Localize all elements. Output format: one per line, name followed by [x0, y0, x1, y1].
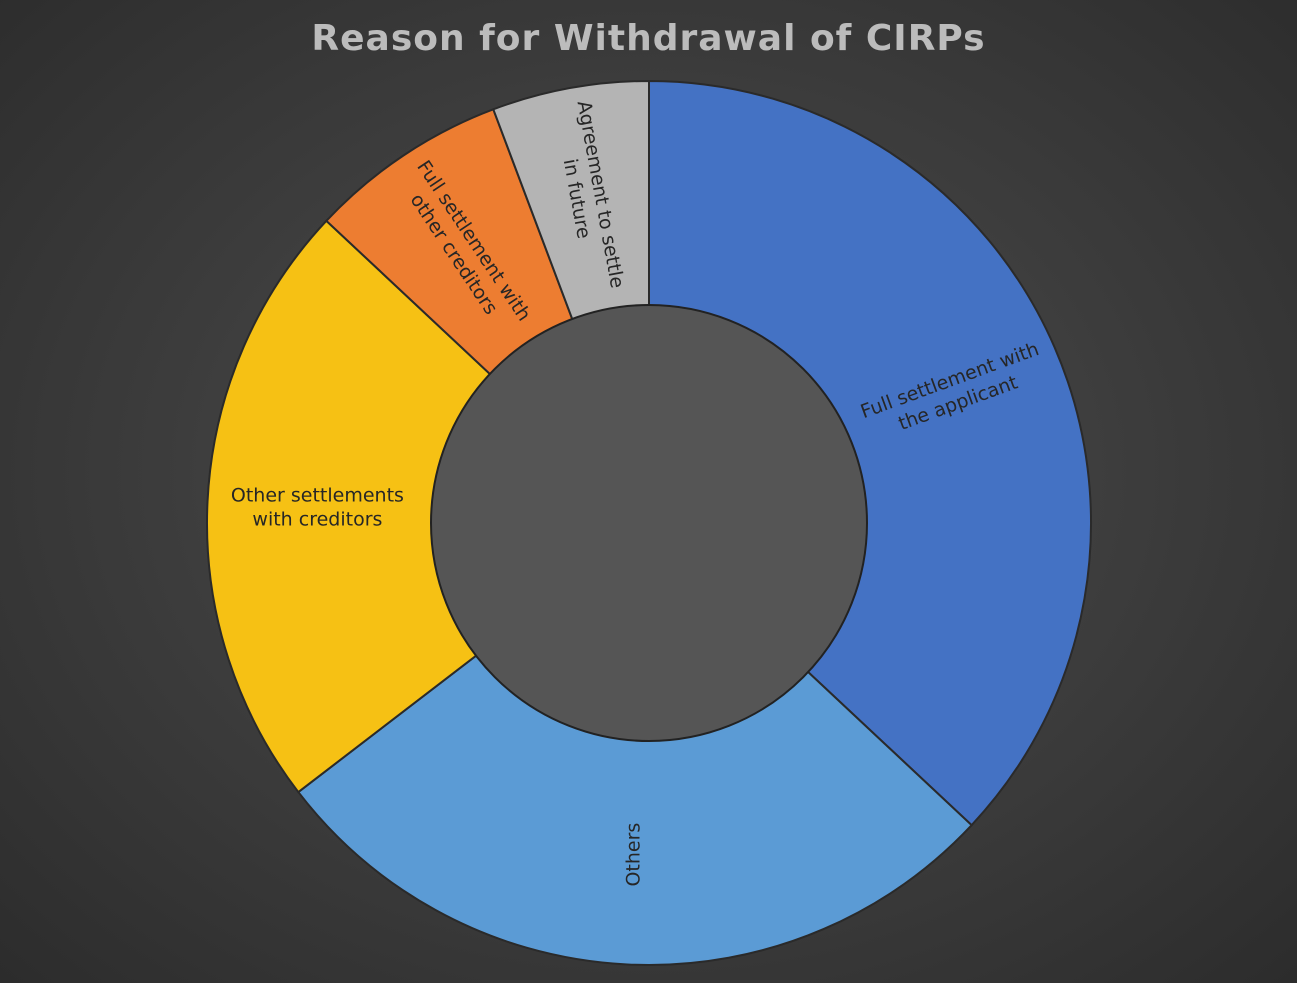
slice-others — [296, 521, 974, 966]
slice-label-other-settlements-with-creditors: Other settlements with creditors — [231, 485, 404, 531]
slice-label-others: Others — [623, 823, 645, 887]
chart-title: Reason for Withdrawal of CIRPs — [311, 18, 986, 59]
donut-hole — [430, 304, 868, 742]
slice-full-settlement-with-the-applicant — [648, 79, 1092, 827]
slice-other-settlements-with-creditors — [206, 219, 651, 794]
